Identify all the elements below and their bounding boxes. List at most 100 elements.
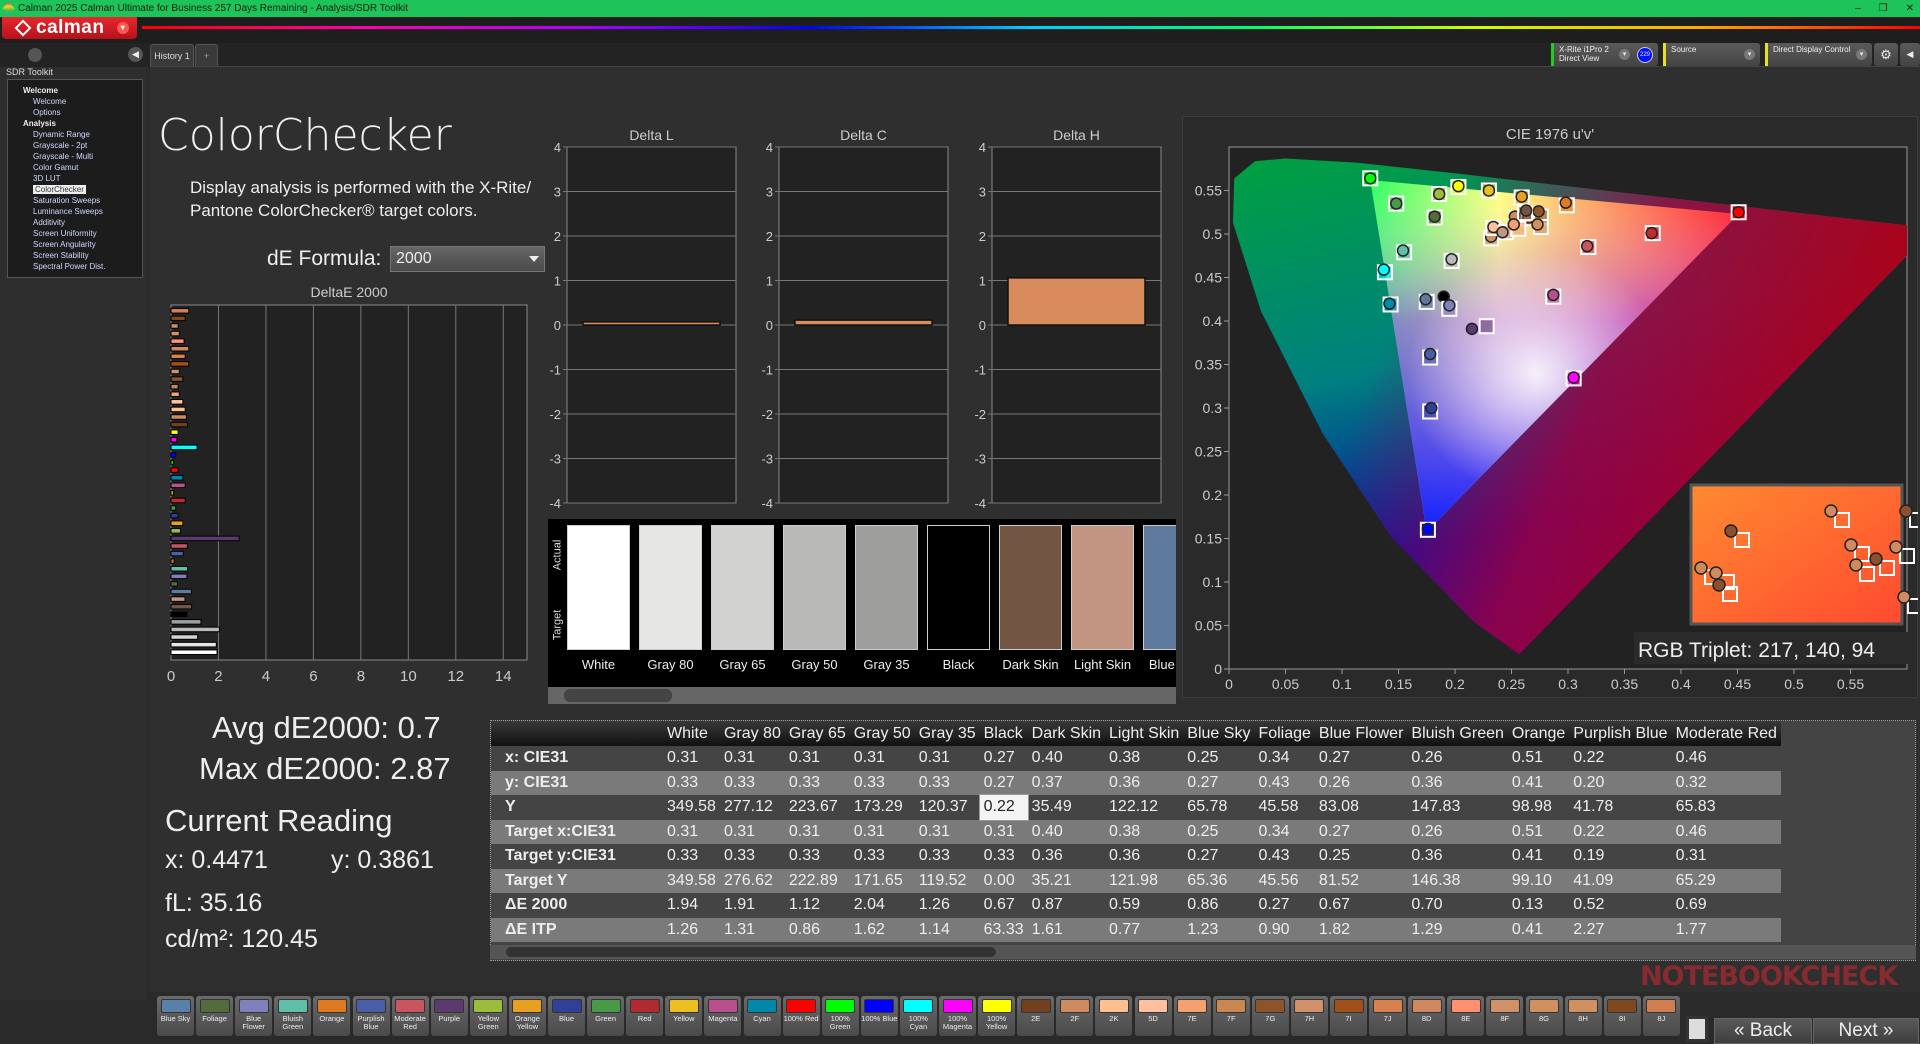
patch-button-5d[interactable]: 5D bbox=[1134, 996, 1172, 1036]
strip-scrollbar[interactable] bbox=[548, 687, 1176, 704]
table-cell[interactable]: 1.26 bbox=[914, 893, 980, 918]
table-cell[interactable]: 0.33 bbox=[719, 770, 785, 795]
table-cell[interactable]: 65.36 bbox=[1183, 868, 1255, 893]
table-cell[interactable]: 1.29 bbox=[1407, 917, 1508, 942]
table-cell[interactable]: 0.31 bbox=[784, 746, 850, 771]
calman-menu-button[interactable]: calman ▾ bbox=[2, 17, 137, 39]
display-control-selector[interactable]: Direct Display Control ▾ bbox=[1765, 43, 1872, 66]
table-cell[interactable]: 0.27 bbox=[1254, 893, 1315, 918]
table-cell[interactable]: 0.46 bbox=[1671, 819, 1781, 844]
table-cell[interactable]: 0.00 bbox=[979, 868, 1028, 893]
table-cell[interactable]: 0.86 bbox=[784, 917, 850, 942]
patch-button-yellow-green[interactable]: Yellow Green bbox=[469, 996, 507, 1036]
table-cell[interactable]: 0.13 bbox=[1507, 893, 1570, 918]
table-cell[interactable]: 171.65 bbox=[849, 868, 915, 893]
patch-button-8i[interactable]: 8I bbox=[1603, 996, 1641, 1036]
patch-button-blue[interactable]: Blue bbox=[548, 996, 585, 1036]
patch-button-foliage[interactable]: Foliage bbox=[196, 996, 234, 1036]
table-cell[interactable]: 0.27 bbox=[1314, 746, 1408, 771]
table-cell[interactable]: 0.43 bbox=[1254, 770, 1315, 795]
table-cell[interactable]: 121.98 bbox=[1105, 868, 1184, 893]
table-cell[interactable]: 45.58 bbox=[1254, 795, 1315, 820]
patch-button-100-red[interactable]: 100% Red bbox=[782, 996, 820, 1036]
patch-button-100-blue[interactable]: 100% Blue bbox=[860, 996, 898, 1036]
table-cell[interactable]: 0.36 bbox=[1407, 844, 1508, 869]
table-cell[interactable]: 0.38 bbox=[1105, 746, 1184, 771]
table-cell[interactable]: 0.27 bbox=[979, 746, 1028, 771]
sidebar-item-analysis[interactable]: Analysis bbox=[8, 118, 142, 129]
collapse-right-button[interactable]: ◀ bbox=[1900, 43, 1920, 66]
table-cell[interactable]: 0.25 bbox=[1314, 844, 1408, 869]
table-cell[interactable]: 0.31 bbox=[849, 746, 915, 771]
table-cell[interactable]: 0.36 bbox=[1407, 770, 1508, 795]
table-cell[interactable]: 0.27 bbox=[1314, 819, 1408, 844]
minimize-button[interactable]: – bbox=[1855, 3, 1861, 14]
table-cell[interactable]: 2.04 bbox=[849, 893, 915, 918]
source-selector[interactable]: Source ▾ bbox=[1663, 43, 1760, 66]
table-cell[interactable]: 1.94 bbox=[663, 893, 720, 918]
table-cell[interactable]: 0.26 bbox=[1407, 819, 1508, 844]
table-cell[interactable]: 98.98 bbox=[1507, 795, 1570, 820]
table-cell[interactable]: 0.27 bbox=[1183, 770, 1255, 795]
table-cell[interactable]: 0.31 bbox=[719, 819, 785, 844]
patch-button-bluish-green[interactable]: Bluish Green bbox=[274, 996, 312, 1036]
table-cell[interactable]: 0.34 bbox=[1254, 746, 1315, 771]
patch-button-8e[interactable]: 8E bbox=[1447, 996, 1485, 1036]
table-cell[interactable]: 0.31 bbox=[784, 819, 850, 844]
collapse-sidebar-button[interactable]: ◀ bbox=[128, 47, 143, 62]
sidebar-item-screen-angularity[interactable]: Screen Angularity bbox=[8, 239, 142, 250]
table-cell[interactable]: 0.31 bbox=[663, 819, 720, 844]
table-cell[interactable]: 65.83 bbox=[1671, 795, 1781, 820]
table-cell[interactable]: 120.37 bbox=[914, 795, 980, 820]
table-cell[interactable]: 0.34 bbox=[1254, 819, 1315, 844]
table-cell[interactable]: 0.40 bbox=[1027, 746, 1106, 771]
patch-button-8f[interactable]: 8F bbox=[1486, 996, 1524, 1036]
table-cell[interactable]: 63.33 bbox=[979, 917, 1028, 942]
table-cell[interactable]: 81.52 bbox=[1314, 868, 1408, 893]
sidebar-item-grayscale-2pt[interactable]: Grayscale - 2pt bbox=[8, 140, 142, 151]
table-cell[interactable]: 1.26 bbox=[663, 917, 720, 942]
table-cell[interactable]: 0.90 bbox=[1254, 917, 1315, 942]
sidebar-item-grayscale-multi[interactable]: Grayscale - Multi bbox=[8, 151, 142, 162]
table-scrollbar[interactable] bbox=[490, 945, 1916, 959]
patch-button-green[interactable]: Green bbox=[587, 996, 625, 1036]
table-cell[interactable]: 35.49 bbox=[1027, 795, 1106, 820]
sidebar-item-saturation-sweeps[interactable]: Saturation Sweeps bbox=[8, 195, 142, 206]
table-cell[interactable]: 223.67 bbox=[784, 795, 850, 820]
table-cell[interactable]: 1.91 bbox=[719, 893, 785, 918]
table-cell[interactable]: 0.51 bbox=[1507, 819, 1570, 844]
table-cell[interactable]: 0.41 bbox=[1507, 844, 1570, 869]
table-cell[interactable]: 65.29 bbox=[1671, 868, 1781, 893]
sidebar-item-color-gamut[interactable]: Color Gamut bbox=[8, 162, 142, 173]
table-cell[interactable]: 1.31 bbox=[719, 917, 785, 942]
table-cell[interactable]: 0.33 bbox=[663, 770, 720, 795]
table-cell[interactable]: 0.86 bbox=[1183, 893, 1255, 918]
sidebar-item-screen-uniformity[interactable]: Screen Uniformity bbox=[8, 228, 142, 239]
patch-button-8g[interactable]: 8G bbox=[1525, 996, 1563, 1036]
patch-button-8j[interactable]: 8J bbox=[1642, 996, 1680, 1036]
table-cell[interactable]: 0.33 bbox=[784, 770, 850, 795]
table-cell[interactable]: 147.83 bbox=[1407, 795, 1508, 820]
table-cell[interactable]: 0.33 bbox=[663, 844, 720, 869]
patch-button-purplish-blue[interactable]: Purplish Blue bbox=[352, 996, 390, 1036]
table-cell[interactable]: 0.26 bbox=[1314, 770, 1408, 795]
table-cell[interactable]: 1.77 bbox=[1671, 917, 1781, 942]
patch-button-100-green[interactable]: 100% Green bbox=[821, 996, 859, 1036]
table-cell[interactable]: 0.31 bbox=[914, 746, 980, 771]
table-cell[interactable]: 119.52 bbox=[914, 868, 980, 893]
sidebar-item-welcome[interactable]: Welcome bbox=[8, 96, 142, 107]
table-cell[interactable]: 0.31 bbox=[719, 746, 785, 771]
table-cell[interactable]: 0.51 bbox=[1507, 746, 1570, 771]
table-cell[interactable]: 65.78 bbox=[1183, 795, 1255, 820]
sidebar-item-additivity[interactable]: Additivity bbox=[8, 217, 142, 228]
sidebar-item-3d-lut[interactable]: 3D LUT bbox=[8, 173, 142, 184]
patch-button-blue-sky[interactable]: Blue Sky bbox=[157, 996, 194, 1036]
table-cell[interactable]: 0.70 bbox=[1407, 893, 1508, 918]
table-cell[interactable]: 349.58 bbox=[663, 795, 720, 820]
table-cell[interactable]: 0.25 bbox=[1183, 819, 1255, 844]
patch-button-orange-yellow[interactable]: Orange Yellow bbox=[508, 996, 546, 1036]
table-cell[interactable]: 0.31 bbox=[663, 746, 720, 771]
table-cell[interactable]: 0.67 bbox=[1314, 893, 1408, 918]
table-cell[interactable]: 83.08 bbox=[1314, 795, 1408, 820]
table-cell[interactable]: 41.09 bbox=[1569, 868, 1672, 893]
